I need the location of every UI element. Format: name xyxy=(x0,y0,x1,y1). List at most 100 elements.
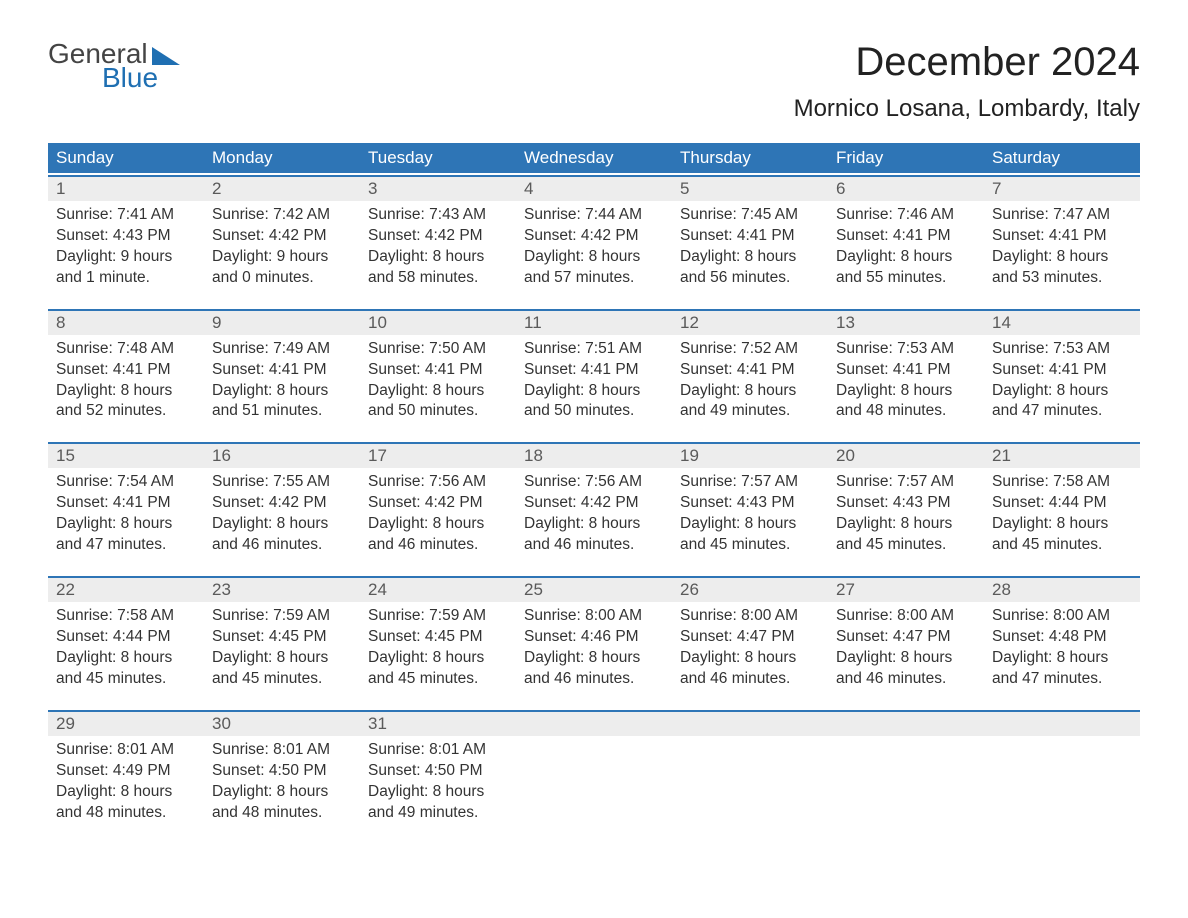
day-sunset: Sunset: 4:41 PM xyxy=(212,360,352,381)
day-body: Sunrise: 7:45 AMSunset: 4:41 PMDaylight:… xyxy=(672,201,828,307)
day-of-week-header: Saturday xyxy=(984,143,1140,173)
day-number: 14 xyxy=(984,311,1140,335)
day-body: Sunrise: 7:54 AMSunset: 4:41 PMDaylight:… xyxy=(48,468,204,574)
day-dl1: Daylight: 8 hours xyxy=(992,514,1132,535)
day-dl2: and 53 minutes. xyxy=(992,268,1132,289)
page-title: December 2024 xyxy=(794,40,1140,85)
day-number: 9 xyxy=(204,311,360,335)
location-subtitle: Mornico Losana, Lombardy, Italy xyxy=(794,95,1140,123)
day-sunset: Sunset: 4:42 PM xyxy=(212,493,352,514)
day-cell: 21Sunrise: 7:58 AMSunset: 4:44 PMDayligh… xyxy=(984,444,1140,574)
day-body: Sunrise: 7:46 AMSunset: 4:41 PMDaylight:… xyxy=(828,201,984,307)
week-row: 15Sunrise: 7:54 AMSunset: 4:41 PMDayligh… xyxy=(48,442,1140,574)
day-cell: 8Sunrise: 7:48 AMSunset: 4:41 PMDaylight… xyxy=(48,311,204,441)
day-number: 31 xyxy=(360,712,516,736)
day-number: 19 xyxy=(672,444,828,468)
day-sunset: Sunset: 4:44 PM xyxy=(992,493,1132,514)
day-body: Sunrise: 7:52 AMSunset: 4:41 PMDaylight:… xyxy=(672,335,828,441)
day-body: Sunrise: 7:44 AMSunset: 4:42 PMDaylight:… xyxy=(516,201,672,307)
day-body: Sunrise: 7:42 AMSunset: 4:42 PMDaylight:… xyxy=(204,201,360,307)
day-number: 12 xyxy=(672,311,828,335)
day-dl2: and 48 minutes. xyxy=(56,803,196,824)
day-body: Sunrise: 8:00 AMSunset: 4:47 PMDaylight:… xyxy=(672,602,828,708)
day-sunrise: Sunrise: 7:54 AM xyxy=(56,472,196,493)
day-cell xyxy=(516,712,672,842)
day-dl2: and 46 minutes. xyxy=(680,669,820,690)
day-dl1: Daylight: 8 hours xyxy=(368,247,508,268)
day-dl1: Daylight: 8 hours xyxy=(212,381,352,402)
day-sunrise: Sunrise: 7:51 AM xyxy=(524,339,664,360)
day-sunset: Sunset: 4:42 PM xyxy=(524,226,664,247)
day-cell: 6Sunrise: 7:46 AMSunset: 4:41 PMDaylight… xyxy=(828,177,984,307)
day-dl2: and 47 minutes. xyxy=(992,669,1132,690)
day-sunrise: Sunrise: 7:41 AM xyxy=(56,205,196,226)
day-cell: 20Sunrise: 7:57 AMSunset: 4:43 PMDayligh… xyxy=(828,444,984,574)
day-cell: 19Sunrise: 7:57 AMSunset: 4:43 PMDayligh… xyxy=(672,444,828,574)
day-dl1: Daylight: 8 hours xyxy=(524,381,664,402)
day-sunset: Sunset: 4:41 PM xyxy=(524,360,664,381)
day-cell: 7Sunrise: 7:47 AMSunset: 4:41 PMDaylight… xyxy=(984,177,1140,307)
day-cell: 29Sunrise: 8:01 AMSunset: 4:49 PMDayligh… xyxy=(48,712,204,842)
day-body: Sunrise: 8:00 AMSunset: 4:47 PMDaylight:… xyxy=(828,602,984,708)
day-number: 20 xyxy=(828,444,984,468)
day-sunrise: Sunrise: 7:46 AM xyxy=(836,205,976,226)
day-number: 5 xyxy=(672,177,828,201)
day-sunrise: Sunrise: 7:52 AM xyxy=(680,339,820,360)
day-cell: 13Sunrise: 7:53 AMSunset: 4:41 PMDayligh… xyxy=(828,311,984,441)
day-dl2: and 46 minutes. xyxy=(524,669,664,690)
day-body: Sunrise: 8:01 AMSunset: 4:50 PMDaylight:… xyxy=(204,736,360,842)
day-number: 28 xyxy=(984,578,1140,602)
logo: General Blue xyxy=(48,40,180,92)
title-block: December 2024 Mornico Losana, Lombardy, … xyxy=(794,40,1140,135)
day-number: 27 xyxy=(828,578,984,602)
day-number xyxy=(672,712,828,736)
day-of-week-header: Sunday xyxy=(48,143,204,173)
day-sunset: Sunset: 4:42 PM xyxy=(524,493,664,514)
day-number: 11 xyxy=(516,311,672,335)
day-sunset: Sunset: 4:41 PM xyxy=(836,360,976,381)
day-dl2: and 45 minutes. xyxy=(368,669,508,690)
day-dl2: and 45 minutes. xyxy=(680,535,820,556)
day-sunset: Sunset: 4:43 PM xyxy=(680,493,820,514)
day-dl1: Daylight: 8 hours xyxy=(680,514,820,535)
day-body: Sunrise: 7:56 AMSunset: 4:42 PMDaylight:… xyxy=(360,468,516,574)
day-dl2: and 46 minutes. xyxy=(836,669,976,690)
day-sunset: Sunset: 4:41 PM xyxy=(368,360,508,381)
day-sunrise: Sunrise: 8:01 AM xyxy=(56,740,196,761)
day-of-week-header: Friday xyxy=(828,143,984,173)
day-sunset: Sunset: 4:44 PM xyxy=(56,627,196,648)
day-dl1: Daylight: 8 hours xyxy=(992,648,1132,669)
day-cell: 31Sunrise: 8:01 AMSunset: 4:50 PMDayligh… xyxy=(360,712,516,842)
day-number: 6 xyxy=(828,177,984,201)
day-body: Sunrise: 8:01 AMSunset: 4:49 PMDaylight:… xyxy=(48,736,204,842)
day-sunrise: Sunrise: 8:01 AM xyxy=(212,740,352,761)
day-sunrise: Sunrise: 7:57 AM xyxy=(836,472,976,493)
day-sunrise: Sunrise: 7:53 AM xyxy=(992,339,1132,360)
day-body: Sunrise: 7:53 AMSunset: 4:41 PMDaylight:… xyxy=(984,335,1140,441)
day-sunset: Sunset: 4:41 PM xyxy=(680,226,820,247)
day-dl1: Daylight: 8 hours xyxy=(680,247,820,268)
day-sunrise: Sunrise: 7:55 AM xyxy=(212,472,352,493)
day-dl2: and 58 minutes. xyxy=(368,268,508,289)
day-dl2: and 56 minutes. xyxy=(680,268,820,289)
day-sunrise: Sunrise: 7:58 AM xyxy=(992,472,1132,493)
day-body: Sunrise: 7:47 AMSunset: 4:41 PMDaylight:… xyxy=(984,201,1140,307)
day-cell: 30Sunrise: 8:01 AMSunset: 4:50 PMDayligh… xyxy=(204,712,360,842)
day-dl2: and 51 minutes. xyxy=(212,401,352,422)
day-dl2: and 45 minutes. xyxy=(56,669,196,690)
day-cell: 14Sunrise: 7:53 AMSunset: 4:41 PMDayligh… xyxy=(984,311,1140,441)
day-sunrise: Sunrise: 7:49 AM xyxy=(212,339,352,360)
day-dl1: Daylight: 8 hours xyxy=(56,782,196,803)
day-dl1: Daylight: 8 hours xyxy=(56,648,196,669)
day-dl2: and 57 minutes. xyxy=(524,268,664,289)
day-cell: 15Sunrise: 7:54 AMSunset: 4:41 PMDayligh… xyxy=(48,444,204,574)
day-dl1: Daylight: 8 hours xyxy=(524,514,664,535)
day-cell xyxy=(672,712,828,842)
day-sunset: Sunset: 4:45 PM xyxy=(368,627,508,648)
day-dl1: Daylight: 8 hours xyxy=(212,782,352,803)
day-dl1: Daylight: 8 hours xyxy=(368,381,508,402)
day-sunrise: Sunrise: 7:42 AM xyxy=(212,205,352,226)
day-cell: 27Sunrise: 8:00 AMSunset: 4:47 PMDayligh… xyxy=(828,578,984,708)
day-dl1: Daylight: 8 hours xyxy=(524,648,664,669)
day-number: 3 xyxy=(360,177,516,201)
